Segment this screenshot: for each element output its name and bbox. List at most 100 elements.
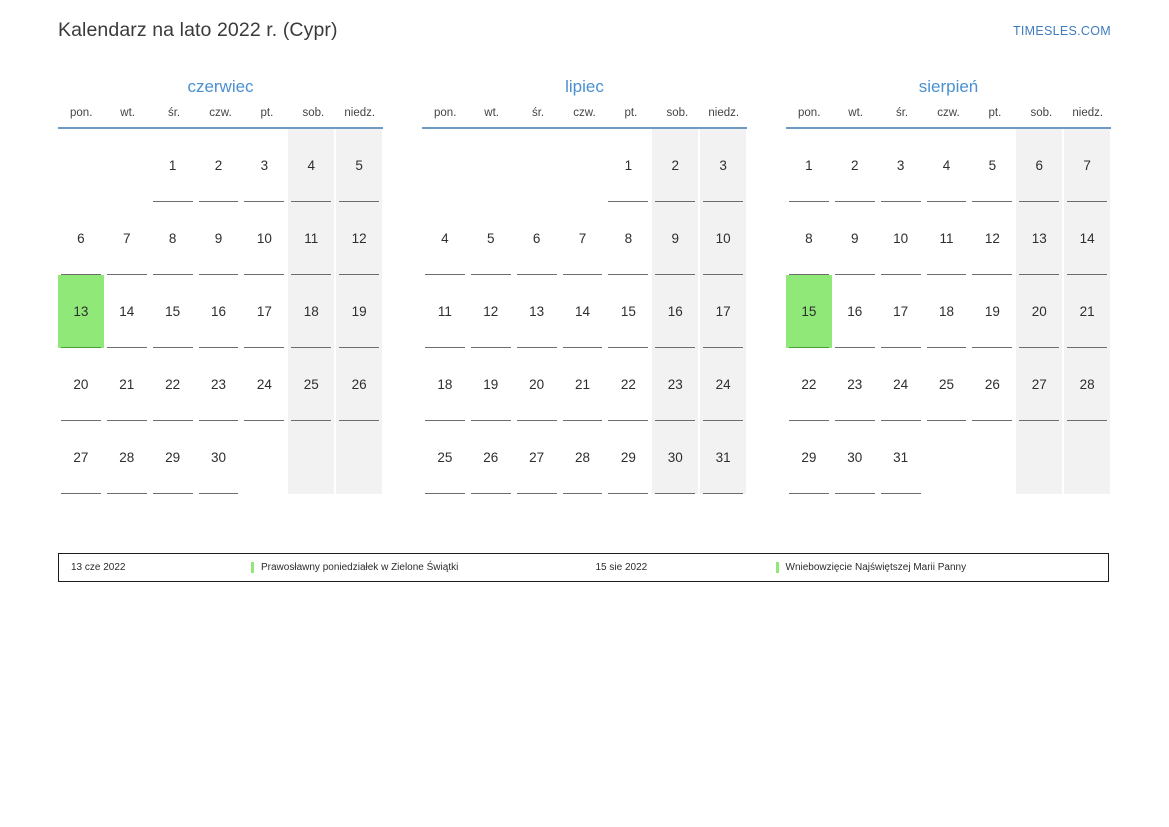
day-cell[interactable]: 28 — [104, 421, 150, 494]
day-cell[interactable]: 22 — [786, 348, 832, 421]
day-cell[interactable]: 1 — [786, 129, 832, 202]
day-cell[interactable]: 25 — [924, 348, 970, 421]
day-cell[interactable]: 3 — [878, 129, 924, 202]
day-cell[interactable]: 30 — [832, 421, 878, 494]
day-cell[interactable]: 17 — [241, 275, 287, 348]
day-cell[interactable]: 19 — [969, 275, 1015, 348]
day-cell[interactable]: 9 — [832, 202, 878, 275]
day-cell[interactable]: 18 — [422, 348, 468, 421]
day-cell[interactable]: 14 — [1064, 202, 1111, 275]
day-cell[interactable]: 21 — [104, 348, 150, 421]
day-cell[interactable]: 24 — [241, 348, 287, 421]
day-cell[interactable]: 30 — [196, 421, 242, 494]
day-cell[interactable]: 1 — [605, 129, 651, 202]
day-cell[interactable]: 19 — [468, 348, 514, 421]
day-cell[interactable]: 12 — [336, 202, 383, 275]
day-cell[interactable]: 13 — [1016, 202, 1063, 275]
day-cell[interactable]: 1 — [150, 129, 196, 202]
day-cell[interactable]: 6 — [514, 202, 560, 275]
day-cell[interactable]: 13 — [58, 275, 104, 348]
day-cell[interactable]: 15 — [150, 275, 196, 348]
day-cell[interactable]: 7 — [1064, 129, 1111, 202]
day-number: 14 — [1079, 230, 1095, 246]
day-number: 14 — [574, 303, 591, 319]
day-cell[interactable]: 10 — [700, 202, 747, 275]
day-cell[interactable]: 21 — [560, 348, 606, 421]
day-cell[interactable]: 5 — [468, 202, 514, 275]
day-cell[interactable]: 27 — [514, 421, 560, 494]
day-cell[interactable]: 22 — [150, 348, 196, 421]
day-cell[interactable]: 9 — [652, 202, 699, 275]
day-cell[interactable]: 4 — [288, 129, 335, 202]
day-cell[interactable]: 7 — [560, 202, 606, 275]
day-cell[interactable]: 19 — [336, 275, 383, 348]
day-cell[interactable]: 5 — [336, 129, 383, 202]
day-cell[interactable]: 15 — [786, 275, 832, 348]
day-cell[interactable]: 20 — [514, 348, 560, 421]
day-cell[interactable]: 12 — [468, 275, 514, 348]
day-cell[interactable]: 9 — [196, 202, 242, 275]
day-cell[interactable]: 24 — [878, 348, 924, 421]
day-cell[interactable]: 15 — [605, 275, 651, 348]
day-cell[interactable]: 30 — [652, 421, 699, 494]
day-cell[interactable]: 11 — [288, 202, 335, 275]
day-cell[interactable]: 23 — [196, 348, 242, 421]
day-cell[interactable]: 8 — [605, 202, 651, 275]
day-cell[interactable]: 22 — [605, 348, 651, 421]
day-cell[interactable]: 11 — [422, 275, 468, 348]
day-cell[interactable]: 6 — [58, 202, 104, 275]
day-cell[interactable]: 23 — [832, 348, 878, 421]
day-cell[interactable]: 20 — [1016, 275, 1063, 348]
day-cell[interactable]: 11 — [924, 202, 970, 275]
day-cell[interactable]: 27 — [58, 421, 104, 494]
day-cell[interactable]: 3 — [241, 129, 287, 202]
day-number: 22 — [620, 376, 636, 392]
day-cell[interactable]: 4 — [422, 202, 468, 275]
day-cell[interactable]: 29 — [786, 421, 832, 494]
day-cell[interactable]: 18 — [288, 275, 335, 348]
day-cell[interactable]: 2 — [832, 129, 878, 202]
day-cell[interactable]: 29 — [150, 421, 196, 494]
day-cell[interactable]: 14 — [104, 275, 150, 348]
day-cell[interactable]: 26 — [336, 348, 383, 421]
day-cell[interactable]: 13 — [514, 275, 560, 348]
day-cell[interactable]: 2 — [196, 129, 242, 202]
day-cell[interactable]: 17 — [878, 275, 924, 348]
day-cell[interactable]: 12 — [969, 202, 1015, 275]
day-cell[interactable]: 24 — [700, 348, 747, 421]
weekday-header-row: pon. wt. śr. czw. pt. sob. niedz. — [786, 106, 1111, 129]
day-cell[interactable]: 8 — [786, 202, 832, 275]
day-cell[interactable]: 26 — [468, 421, 514, 494]
day-cell[interactable]: 31 — [878, 421, 924, 494]
day-cell[interactable]: 18 — [924, 275, 970, 348]
day-cell[interactable]: 26 — [969, 348, 1015, 421]
day-cell[interactable]: 16 — [652, 275, 699, 348]
day-cell[interactable]: 28 — [1064, 348, 1111, 421]
day-cell[interactable]: 31 — [700, 421, 747, 494]
day-cell[interactable]: 7 — [104, 202, 150, 275]
day-cell[interactable]: 17 — [700, 275, 747, 348]
day-number: 19 — [984, 303, 1000, 319]
day-cell[interactable]: 27 — [1016, 348, 1063, 421]
day-cell[interactable]: 25 — [288, 348, 335, 421]
day-cell[interactable]: 10 — [878, 202, 924, 275]
day-cell[interactable]: 6 — [1016, 129, 1063, 202]
day-cell[interactable]: 29 — [605, 421, 651, 494]
day-cell[interactable]: 16 — [832, 275, 878, 348]
day-number: 14 — [119, 303, 135, 319]
day-cell[interactable]: 23 — [652, 348, 699, 421]
day-cell[interactable]: 10 — [241, 202, 287, 275]
day-number: 22 — [801, 376, 817, 392]
day-cell[interactable]: 25 — [422, 421, 468, 494]
day-cell[interactable]: 2 — [652, 129, 699, 202]
day-cell[interactable]: 5 — [969, 129, 1015, 202]
day-cell[interactable]: 28 — [560, 421, 606, 494]
brand-logo-link[interactable]: TIMESLES.COM — [1012, 24, 1111, 38]
day-cell[interactable]: 16 — [196, 275, 242, 348]
day-cell[interactable]: 20 — [58, 348, 104, 421]
day-cell[interactable]: 14 — [560, 275, 606, 348]
day-cell[interactable]: 8 — [150, 202, 196, 275]
day-cell[interactable]: 3 — [700, 129, 747, 202]
day-cell[interactable]: 4 — [924, 129, 970, 202]
day-cell[interactable]: 21 — [1064, 275, 1111, 348]
